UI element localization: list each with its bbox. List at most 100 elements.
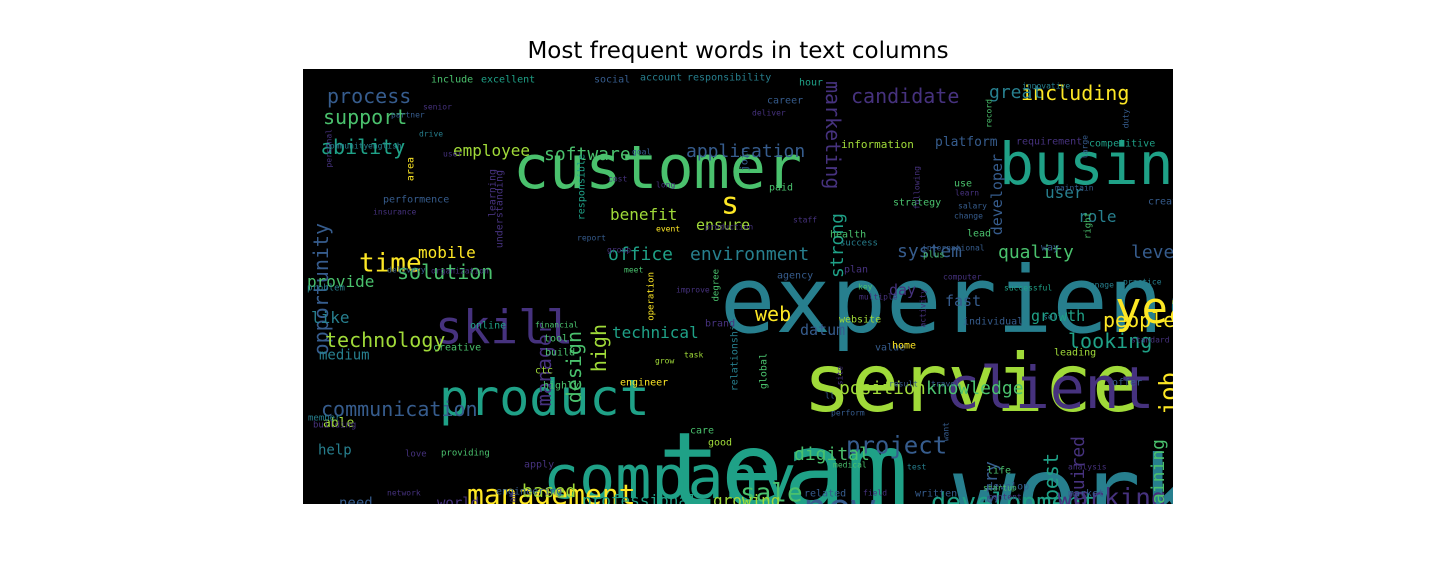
word-medium: medium bbox=[319, 348, 370, 364]
word-based: based bbox=[522, 481, 576, 502]
word-tool: tool bbox=[544, 333, 568, 344]
word-related: related bbox=[804, 488, 846, 499]
word-senior: senior bbox=[423, 103, 452, 112]
word-build: build bbox=[545, 347, 575, 358]
word-join: join bbox=[739, 147, 750, 171]
word-way: way bbox=[1041, 242, 1059, 253]
word-sale: sale bbox=[740, 478, 803, 504]
word-application: application bbox=[686, 141, 805, 162]
word-self: self bbox=[1043, 313, 1062, 322]
word-growth: growth bbox=[1031, 307, 1085, 325]
word-website: website bbox=[839, 314, 881, 325]
word-standard: standard bbox=[1131, 336, 1170, 345]
word-startup: startup bbox=[983, 484, 1017, 493]
word-perform: perform bbox=[831, 409, 865, 418]
word-cost: cost bbox=[608, 175, 627, 184]
word-create: create bbox=[1148, 196, 1173, 207]
word-include: include bbox=[431, 74, 473, 85]
word-improve: improve bbox=[676, 286, 710, 295]
word-love: love bbox=[405, 450, 427, 460]
word-hour: hour bbox=[799, 77, 823, 88]
word-relationship: relationship bbox=[729, 319, 740, 391]
word-medical: medical bbox=[833, 461, 867, 470]
word-meet: meet bbox=[624, 266, 643, 275]
word-task: task bbox=[684, 351, 703, 360]
word-manager: manager bbox=[532, 322, 556, 406]
word-personal: personal bbox=[325, 129, 334, 168]
word-network: network bbox=[387, 489, 421, 498]
word-good: good bbox=[708, 437, 732, 448]
word-people: people bbox=[1103, 308, 1173, 332]
word-help: help bbox=[318, 443, 352, 459]
word-production: production bbox=[705, 223, 753, 232]
word-high: high bbox=[587, 324, 611, 372]
word-written: written bbox=[915, 488, 957, 499]
word-training: training bbox=[1148, 439, 1169, 504]
word-online: online bbox=[470, 320, 506, 331]
word-deliver: deliver bbox=[752, 109, 786, 118]
word-looking: looking bbox=[1068, 329, 1152, 353]
word-problem: problem bbox=[307, 284, 345, 294]
word-activity: activity bbox=[919, 289, 928, 328]
word-mobile: mobile bbox=[418, 243, 476, 262]
word-member: member bbox=[308, 414, 341, 424]
word-product: product bbox=[439, 369, 650, 427]
word-apply: apply bbox=[524, 459, 554, 470]
word-engineering: engineering bbox=[496, 486, 562, 497]
word-software: software bbox=[544, 144, 631, 165]
word-change: change bbox=[954, 212, 983, 221]
word-career: career bbox=[767, 95, 803, 106]
word-business: business bbox=[999, 130, 1173, 198]
word-communication: communication bbox=[321, 397, 478, 421]
word-opportunity: opportunity bbox=[309, 223, 333, 355]
word-performence: performence bbox=[383, 194, 449, 205]
word-knowledge: knowledge bbox=[926, 378, 1024, 399]
word-health: health bbox=[830, 229, 866, 240]
word-key: key bbox=[858, 283, 873, 292]
word-information: information bbox=[841, 138, 914, 151]
word-ll: ll bbox=[825, 392, 835, 401]
word-computer: computer bbox=[943, 273, 982, 282]
word-working: working bbox=[1057, 483, 1167, 504]
chart-title: Most frequent words in text columns bbox=[527, 38, 949, 64]
word-skill: skill bbox=[435, 300, 573, 354]
word-program: program bbox=[509, 492, 519, 504]
word-solution: solution bbox=[397, 260, 493, 284]
word-site: site bbox=[836, 366, 845, 385]
word-employee: employee bbox=[453, 141, 530, 160]
word-new: new bbox=[803, 486, 876, 504]
word-responsible: responsible bbox=[576, 154, 587, 220]
word-strategy: strategy bbox=[893, 197, 941, 208]
word-team: team bbox=[658, 410, 908, 504]
word-understanding: understanding bbox=[494, 170, 505, 248]
word-innovative: innovative bbox=[1022, 82, 1070, 91]
word-benefit: benefit bbox=[610, 205, 677, 224]
word-duty: duty bbox=[1122, 109, 1131, 128]
word-world: world bbox=[437, 496, 479, 504]
word-service: service bbox=[803, 337, 1140, 430]
word-paid: paid bbox=[769, 182, 793, 193]
word-lead: lead bbox=[967, 228, 991, 239]
word-travel: travel bbox=[931, 380, 960, 389]
word-degree: degree bbox=[712, 269, 722, 302]
word-management: management bbox=[467, 478, 636, 504]
word-successful: successful bbox=[1004, 284, 1052, 293]
word-operation: operation bbox=[647, 272, 657, 321]
word-long: long bbox=[656, 181, 675, 190]
word-test: test bbox=[907, 463, 926, 472]
word-company: company bbox=[543, 443, 796, 504]
word-cloud: experienceserviceteam work customer busines… bbox=[307, 72, 1173, 504]
word-support: support bbox=[323, 105, 407, 129]
word-platform: platform bbox=[935, 135, 998, 150]
word-web: web bbox=[755, 302, 791, 326]
word-brand: brand bbox=[705, 318, 735, 329]
word-multiple: multiple bbox=[859, 293, 898, 302]
word-best: best bbox=[1039, 453, 1063, 501]
word-year: year bbox=[1115, 283, 1173, 334]
word-right: right bbox=[1084, 212, 1094, 239]
word-industry: industry bbox=[981, 461, 1002, 504]
word-content: content bbox=[988, 493, 1022, 502]
word-datum: datum bbox=[800, 321, 845, 339]
word-customer: customer bbox=[513, 133, 802, 203]
word-home: home bbox=[892, 340, 916, 351]
